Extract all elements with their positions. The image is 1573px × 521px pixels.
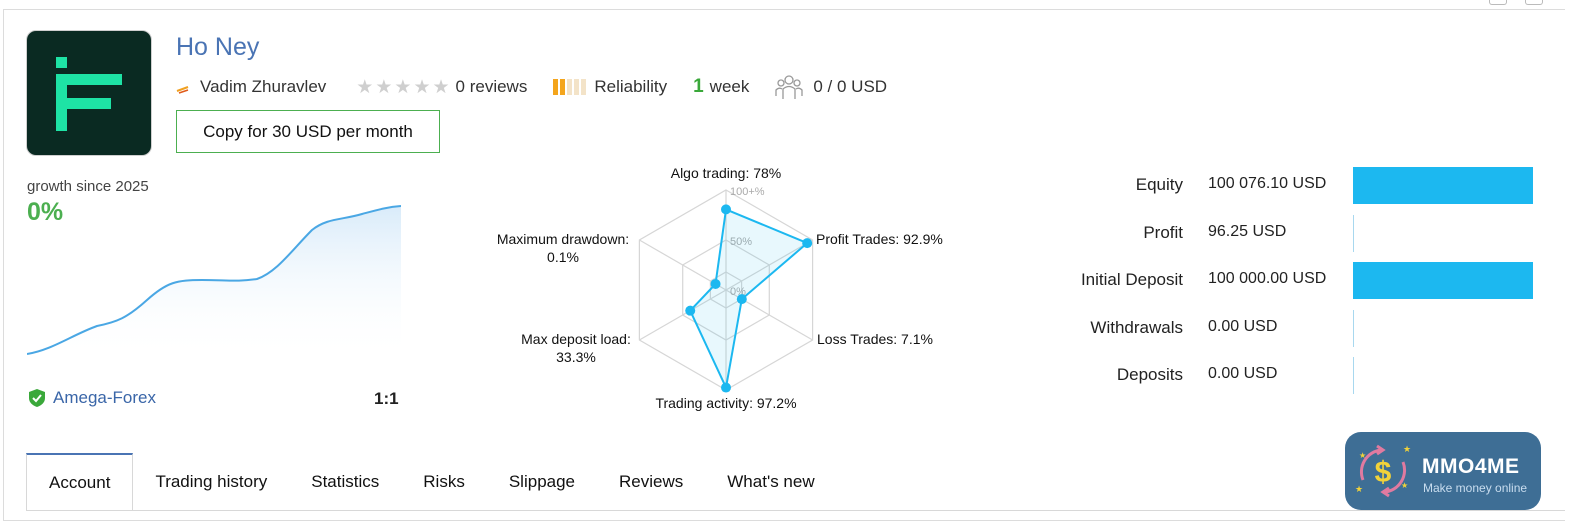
svg-text:★: ★ <box>1359 451 1366 460</box>
radar-label-deposit-load-value: 33.3% <box>556 349 596 365</box>
watermark-subtitle: Make money online <box>1423 481 1528 495</box>
stat-label: Initial Deposit <box>1080 270 1183 289</box>
star-icon: ★ <box>394 76 412 98</box>
tab-account[interactable]: Account <box>26 453 134 511</box>
growth-sparkline <box>27 205 401 360</box>
author-flag-icon <box>176 85 189 94</box>
stat-value: 100 076.10 USD <box>1208 175 1327 192</box>
growth-value: 0% <box>27 198 64 226</box>
svg-text:$: $ <box>1375 456 1392 489</box>
stat-value: 96.25 USD <box>1208 222 1287 240</box>
tab-slippage[interactable]: Slippage <box>508 472 576 491</box>
stat-row: Profit 96.25 USD <box>1020 213 1540 253</box>
star-icon: ★ <box>432 76 450 98</box>
radar-point-algo[interactable] <box>721 204 731 215</box>
tabs-divider <box>26 510 1565 511</box>
stat-value: 100 000.00 USD <box>1208 270 1327 287</box>
stat-bar <box>1353 262 1533 299</box>
radar-point-profit[interactable] <box>802 238 813 249</box>
stat-value: 0.00 USD <box>1208 317 1278 335</box>
reliability-icon <box>553 79 587 95</box>
tab-whats-new[interactable]: What's new <box>727 472 815 491</box>
radar-point-activity[interactable] <box>721 382 731 393</box>
radar-label-deposit-load: Max deposit load: <box>521 331 631 347</box>
growth-area <box>27 206 401 360</box>
radar-point-loss[interactable] <box>736 294 747 305</box>
svg-text:★: ★ <box>1401 481 1408 490</box>
stat-row: Deposits 0.00 USD <box>1020 355 1540 395</box>
svg-text:★: ★ <box>1355 484 1363 494</box>
stat-bar <box>1353 309 1354 347</box>
stat-label: Withdrawals <box>1090 317 1183 337</box>
author-name[interactable]: Vadim Zhuravlev <box>200 77 327 96</box>
stat-bar <box>1353 214 1354 252</box>
reliability-label: Reliability <box>594 77 668 96</box>
radar-label-loss: Loss Trades: 7.1% <box>817 331 933 347</box>
tab-statistics[interactable]: Statistics <box>311 472 380 491</box>
star-icon: ★ <box>356 76 374 98</box>
verified-shield-icon <box>29 389 45 407</box>
control-handle[interactable] <box>1489 0 1507 5</box>
radar-grid-axis <box>725 239 813 291</box>
broker: Amega-Forex <box>27 388 156 408</box>
leverage-value: 1:1 <box>374 389 399 408</box>
stat-bar <box>1353 167 1533 204</box>
signal-logo <box>26 30 152 156</box>
tab-risks[interactable]: Risks <box>423 472 465 491</box>
growth-line <box>27 205 401 355</box>
mmo4me-watermark: $ ★ ★ ★ ★ MMO4ME Make money online <box>1345 432 1541 510</box>
control-handle[interactable] <box>1525 0 1543 5</box>
signal-meta-row: Vadim Zhuravlev ★ ★ ★ ★ ★ 0 reviews Reliabil… <box>176 74 887 100</box>
rating-stars: ★ ★ ★ ★ ★ <box>356 78 449 97</box>
broker-name[interactable]: Amega-Forex <box>53 388 156 407</box>
watermark-title: MMO4ME <box>1422 455 1520 478</box>
stat-label: Equity <box>1135 175 1183 194</box>
radar-point-deposit_load[interactable] <box>685 305 696 316</box>
tab-bar: Account Trading history Statistics Risks… <box>26 453 837 511</box>
svg-text:★: ★ <box>1403 444 1411 454</box>
radar-label-algo: Algo trading: 78% <box>671 165 782 181</box>
stat-bar <box>1353 357 1354 394</box>
browser-top-edge <box>0 0 1573 9</box>
radar-scale-top: 100+% <box>730 186 765 198</box>
radar-scale-mid: 50% <box>730 236 752 248</box>
tab-trading-history[interactable]: Trading history <box>155 472 268 491</box>
tab-reviews[interactable]: Reviews <box>619 472 684 491</box>
radar-points <box>685 204 813 393</box>
reviews-count[interactable]: 0 reviews <box>455 77 528 96</box>
subscribers-icon <box>775 75 804 99</box>
stat-label: Deposits <box>1116 365 1183 384</box>
subscribers-value: 0 / 0 USD <box>813 77 888 96</box>
radar-grid-axis <box>639 289 727 341</box>
radar-label-activity: Trading activity: 97.2% <box>655 395 796 411</box>
age-unit: week <box>709 77 750 96</box>
stat-row: Withdrawals 0.00 USD <box>1020 308 1540 348</box>
radar-series <box>689 207 810 391</box>
stat-label: Profit <box>1143 222 1183 242</box>
stat-row: Initial Deposit 100 000.00 USD <box>1020 260 1540 300</box>
radar-label-drawdown-value: 0.1% <box>547 249 579 265</box>
copy-subscription-button[interactable]: Copy for 30 USD per month <box>176 110 440 153</box>
stat-value: 0.00 USD <box>1208 365 1278 382</box>
star-icon: ★ <box>375 76 393 98</box>
star-icon: ★ <box>413 76 431 98</box>
radar-point-drawdown[interactable] <box>710 278 721 289</box>
dollar-cycle-icon: $ ★ ★ ★ ★ <box>1355 444 1411 498</box>
growth-label: growth since 2025 <box>27 178 149 195</box>
window-controls <box>1489 0 1543 5</box>
age-number: 1 <box>693 76 704 97</box>
radar-chart: 100+% 50% 0% Algo trading: 78% Profit Tr… <box>497 165 943 411</box>
radar-label-profit: Profit Trades: 92.9% <box>816 231 943 247</box>
signal-title[interactable]: Ho Ney <box>176 33 260 61</box>
stat-row: Equity 100 076.10 USD <box>1020 165 1540 205</box>
radar-label-drawdown: Maximum drawdown: <box>497 231 629 247</box>
